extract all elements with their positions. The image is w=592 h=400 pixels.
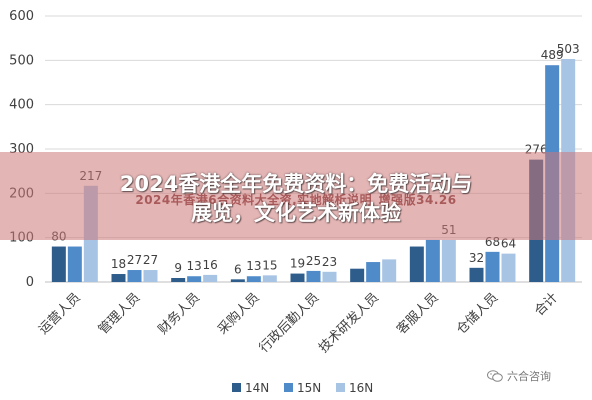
bar (501, 253, 516, 282)
bar (51, 246, 66, 282)
data-label: 18 (111, 257, 126, 271)
data-label: 27 (127, 253, 142, 267)
bar (425, 239, 440, 282)
data-label: 27 (143, 253, 158, 267)
bar (111, 274, 126, 282)
bar (441, 239, 456, 282)
bar (171, 278, 186, 282)
x-tick-label: 管理人员 (96, 290, 143, 337)
data-label: 9 (174, 261, 182, 275)
bar (127, 270, 142, 282)
y-tick-label: 600 (9, 9, 34, 24)
bar (350, 268, 365, 282)
x-tick-label: 采购人员 (215, 290, 263, 338)
watermark: 六合咨询 (487, 368, 551, 384)
legend-swatch (284, 383, 293, 392)
legend-label: 14N (245, 381, 269, 395)
x-tick-label: 合计 (532, 290, 561, 319)
data-label: 503 (557, 42, 580, 56)
bar (366, 262, 381, 282)
data-label: 64 (501, 237, 516, 251)
data-label: 32 (469, 251, 484, 265)
bar (469, 267, 484, 282)
x-tick-label: 客服人员 (394, 290, 442, 338)
x-tick-label: 仓储人员 (454, 290, 501, 337)
data-label: 6 (234, 262, 242, 276)
title-banner (0, 152, 592, 240)
bar (382, 259, 397, 282)
x-tick-label: 运营人员 (36, 290, 83, 337)
data-label: 489 (541, 48, 564, 62)
y-tick-label: 400 (9, 98, 34, 113)
bar (143, 270, 158, 282)
legend-label: 16N (349, 381, 373, 395)
x-tick-label: 技术研发人员 (316, 290, 382, 356)
banner-overlay-text: 2024年香港6合资料大全资,实地解析说明_增强版34.26 (135, 193, 457, 207)
watermark-text: 六合咨询 (507, 370, 551, 383)
banner-title-line1: 2024香港全年免费资料：免费活动与 (119, 172, 473, 196)
bar (306, 270, 321, 282)
legend-swatch (232, 383, 241, 392)
data-label: 13 (246, 259, 261, 273)
data-label: 19 (290, 257, 305, 271)
bar (322, 271, 337, 282)
y-tick-label: 0 (26, 275, 34, 290)
data-label: 13 (187, 259, 202, 273)
bar (187, 276, 202, 282)
x-tick-label: 财务人员 (155, 290, 203, 338)
legend-label: 15N (297, 381, 321, 395)
bar (67, 246, 82, 282)
x-tick-label: 行政后勤人员 (257, 290, 323, 356)
bar (409, 246, 424, 282)
data-label: 15 (262, 258, 277, 272)
bar (485, 251, 500, 282)
data-label: 16 (203, 258, 218, 272)
bar (246, 276, 261, 282)
banner-title-line2: 展览，文化艺术新体验 (191, 201, 401, 225)
bar (290, 273, 305, 282)
bar (203, 274, 218, 282)
data-label: 23 (322, 255, 337, 269)
legend-swatch (336, 383, 345, 392)
data-label: 25 (306, 254, 321, 268)
bar (230, 279, 245, 282)
bar (262, 275, 277, 282)
wechat-icon (487, 370, 503, 382)
y-tick-label: 500 (9, 53, 34, 68)
